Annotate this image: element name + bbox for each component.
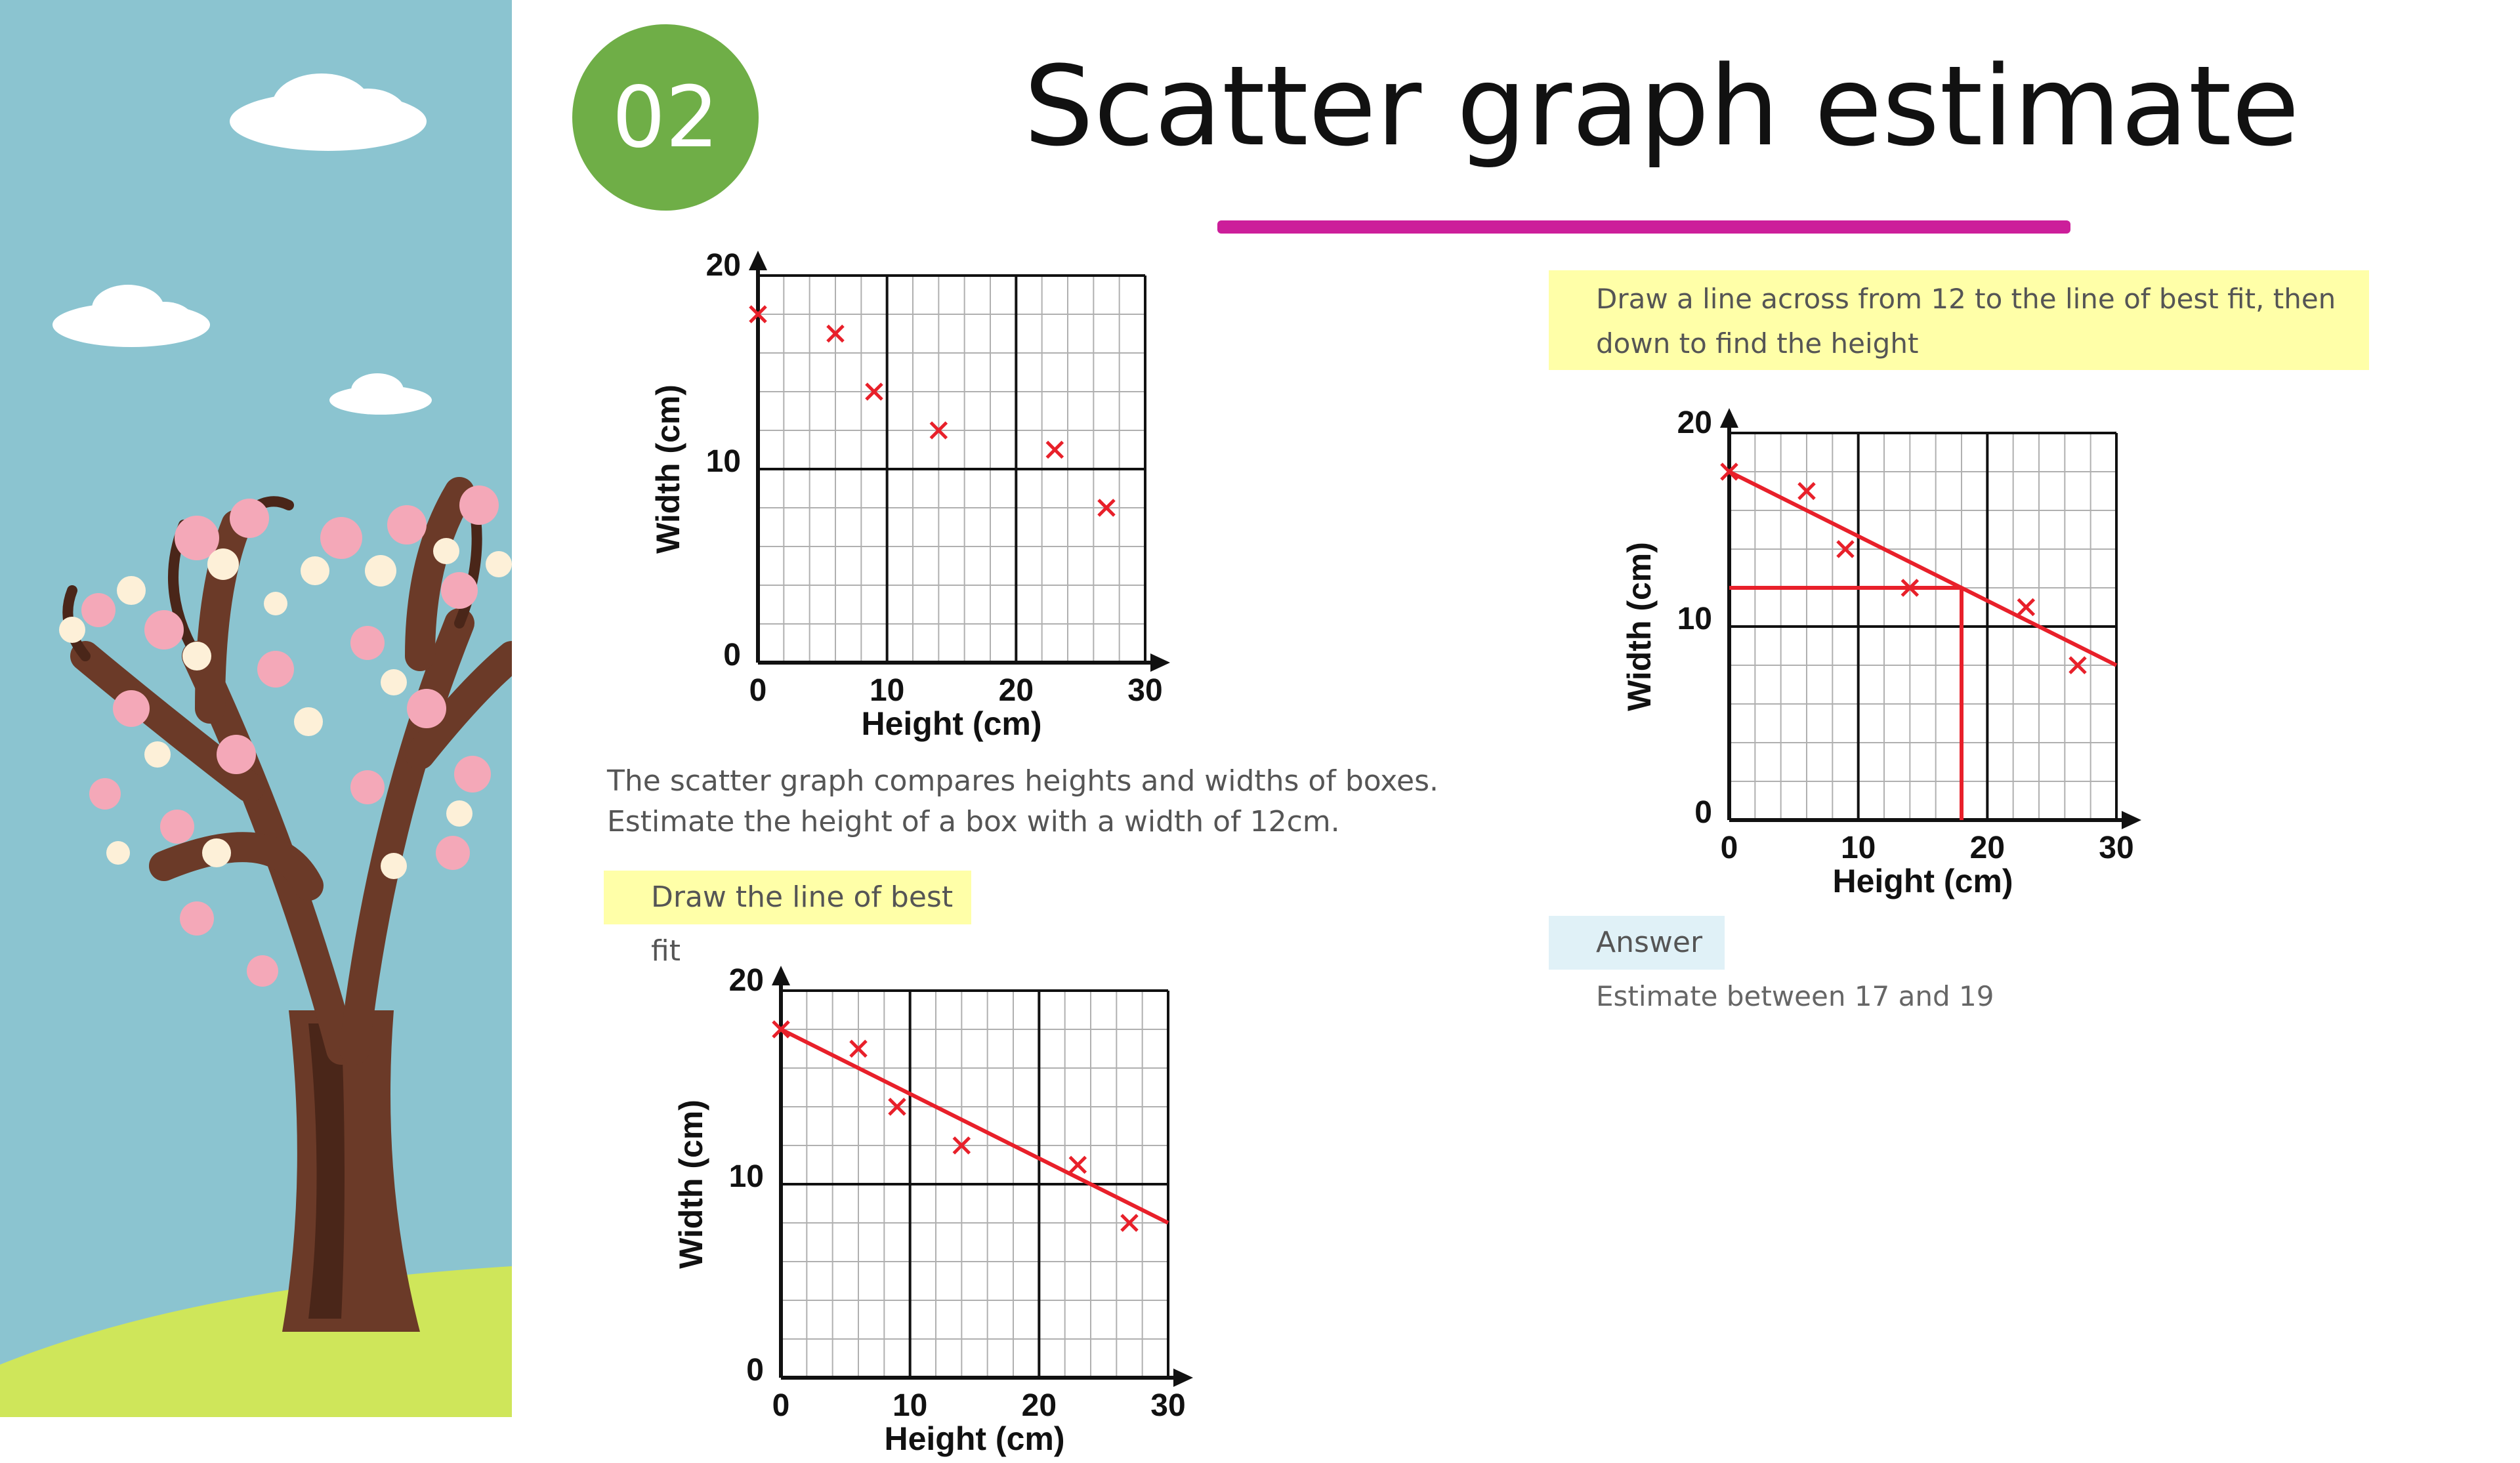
data-point-stroke [1097,499,1116,517]
data-point-stroke [849,1039,868,1058]
decorative-panel [0,0,512,1417]
y-tick-label: 10 [729,1159,764,1194]
data-point [865,382,883,401]
cloud-icon [329,373,432,415]
data-point [1836,540,1855,558]
data-point-stroke [888,1098,906,1116]
slide-number-badge: 02 [572,24,759,211]
data-point [2068,656,2087,674]
data-point-stroke [1720,463,1738,481]
data-point [1120,1214,1139,1232]
x-tick-label: 30 [1150,1388,1185,1423]
x-axis-arrow [2122,811,2141,829]
y-axis-arrow [749,251,767,270]
x-tick-label: 10 [870,673,904,708]
y-axis-arrow [772,966,790,985]
question-text: The scatter graph compares heights and w… [607,761,1460,842]
y-tick-label: 20 [1677,405,1712,440]
data-point [1900,579,1920,597]
blossom-tree-illustration [0,0,512,1417]
data-point [888,1098,906,1116]
x-tick-label: 20 [999,673,1034,708]
data-point [1045,440,1064,459]
data-point-stroke [952,1136,971,1155]
hint-best-fit: Draw the line of best fit [604,871,971,968]
data-point [1068,1155,1087,1174]
x-tick-label: 10 [1841,831,1876,865]
data-point-stroke [1045,440,1064,459]
x-tick-label: 0 [1721,831,1738,865]
x-axis-label: Height (cm) [862,705,1042,742]
scatter-chart-original: 0 10 20 30 0 10 20 Height (cm) Width (cm) [607,236,1342,748]
x-axis-label: Height (cm) [885,1420,1065,1457]
data-point [826,324,845,343]
x-tick-label: 20 [1970,831,2005,865]
grid-major [758,274,1146,663]
data-point [1720,463,1738,481]
x-tick-label: 20 [1022,1388,1057,1423]
data-point-stroke [865,382,883,401]
scatter-chart-best-fit: 0 10 20 30 0 10 20 Height (cm) Width (cm) [630,951,1365,1463]
x-axis-arrow [1150,653,1170,672]
data-point-stroke [1836,540,1855,558]
data-point [849,1039,868,1058]
y-axis-label: Width (cm) [673,1100,709,1269]
hint-instruction: Draw a line across from 12 to the line o… [1549,270,2369,370]
data-point-stroke [2068,656,2087,674]
x-tick-label: 0 [772,1388,790,1423]
data-point-stroke [772,1020,790,1039]
x-tick-label: 0 [749,673,767,708]
best-fit-line [1728,470,2118,667]
y-tick-label: 10 [706,444,741,479]
data-point-stroke [826,324,845,343]
data-point-stroke [1900,579,1920,597]
y-tick-label: 10 [1677,602,1712,636]
data-point [952,1136,971,1155]
instruction-line-1: Draw a line across from 12 to the line o… [1596,283,2336,315]
data-point-stroke [1797,482,1816,501]
scatter-chart-estimate: 0 10 20 30 0 10 20 Height (cm) Width (cm) [1578,394,2313,905]
question-line-2: Estimate the height of a box with a widt… [607,805,1340,838]
data-point-stroke [749,305,767,323]
data-point [749,305,767,323]
x-tick-label: 10 [892,1388,927,1423]
best-fit-line [780,1027,1169,1225]
data-point [929,421,948,440]
page-title: Scatter graph estimate [1024,42,2300,171]
y-axis-label: Width (cm) [650,384,686,554]
data-point-stroke [1120,1214,1139,1232]
data-point [2017,598,2036,617]
x-tick-label: 30 [1127,673,1162,708]
cloud-icon [52,285,210,347]
data-point [772,1020,790,1039]
grid-major [781,989,1169,1378]
question-line-1: The scatter graph compares heights and w… [607,764,1438,798]
y-tick-label: 0 [746,1353,764,1388]
y-axis-label: Width (cm) [1621,542,1658,711]
answer-value: Estimate between 17 and 19 [1596,980,1994,1012]
x-tick-label: 30 [2099,831,2133,865]
y-tick-label: 20 [729,963,764,998]
data-point [1797,482,1816,501]
grid-major [1729,432,2118,820]
data-point-stroke [929,421,948,440]
instruction-line-2: down to find the height [1596,327,1919,360]
cloud-icon [230,73,427,151]
x-axis-label: Height (cm) [1833,863,2013,899]
answer-label: Answer [1549,916,1725,970]
slide-number: 02 [612,68,719,167]
title-underline [1217,220,2070,234]
y-tick-label: 0 [1694,795,1712,830]
y-axis-arrow [1720,408,1738,428]
y-tick-label: 0 [723,638,741,672]
y-tick-label: 20 [706,248,741,283]
data-point-stroke [1068,1155,1087,1174]
x-axis-arrow [1173,1369,1193,1387]
data-point [1097,499,1116,517]
data-point-stroke [2017,598,2036,617]
